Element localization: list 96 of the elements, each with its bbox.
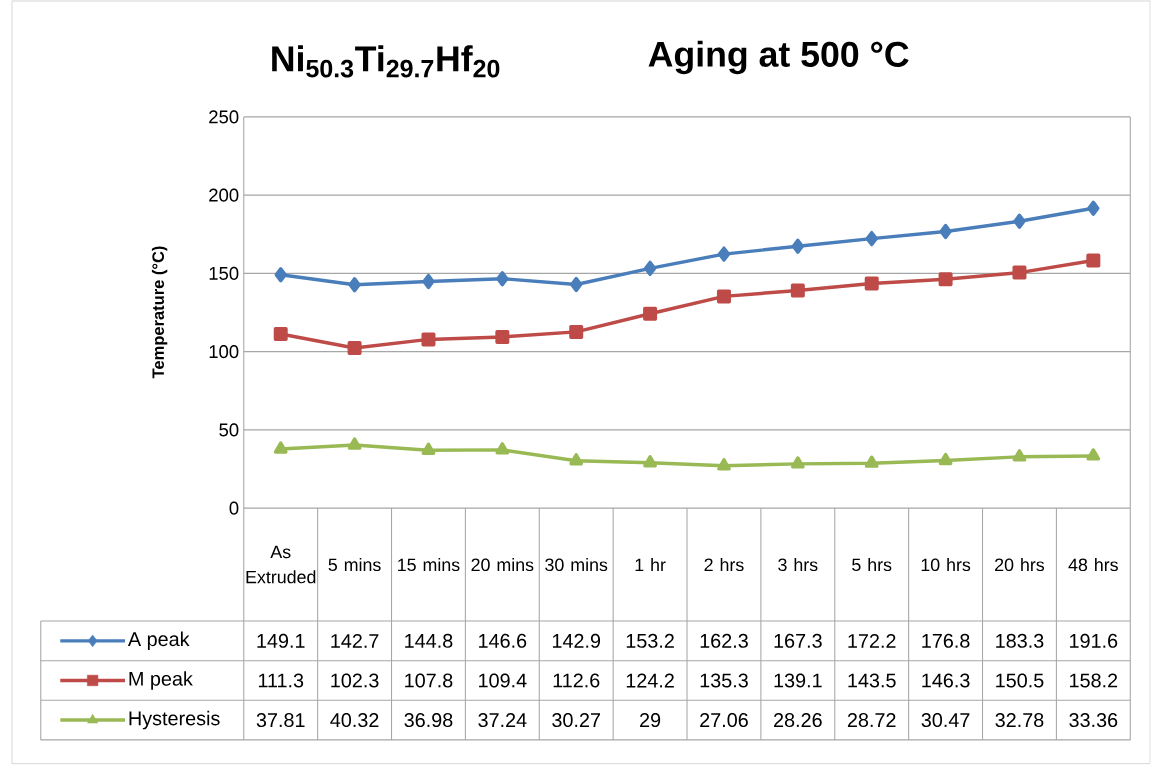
x-tick-label: 3 hrs [778,558,818,572]
x-tick-label: 15 mins [398,558,460,572]
data-label: 146.6 [479,634,527,649]
point [643,260,657,277]
y-axis-title: Temperature (°C) [151,246,168,379]
data-label: 139.1 [774,673,822,688]
point [790,456,805,469]
point [790,283,805,298]
point [791,238,805,255]
data-label: 144.8 [405,634,453,649]
point [865,231,878,247]
data-label: 172.2 [848,634,896,648]
data-label: 143.5 [848,673,896,688]
point [421,332,436,347]
point [347,437,362,450]
point [1086,448,1101,461]
point [421,442,436,456]
point [1087,200,1100,217]
data-label: 167.3 [774,634,822,649]
data-label: 28.26 [774,713,822,728]
point [864,276,879,291]
point [643,455,657,468]
data-label: 183.3 [996,634,1044,649]
y-tick-label: 100 [209,345,239,359]
data-label: 30.47 [921,713,970,728]
x-tick-label: 5 hrs [852,558,892,572]
point [273,327,288,342]
y-tick-label: 150 [209,266,239,281]
data-label: 102.3 [331,673,379,688]
y-tick-label: 250 [209,110,239,124]
point [422,274,435,290]
legend-label: Hysteresis [129,711,220,730]
chart-subtitle: Aging at 500 °C [648,40,909,75]
data-label: 142.7 [331,634,379,648]
y-tick-label: 200 [209,188,239,202]
point [864,455,879,469]
legend-label: M peak [129,671,193,690]
point [495,330,510,345]
data-label: 40.32 [330,713,379,728]
point [938,272,953,287]
data-label: 150.5 [996,673,1044,688]
data-label: 33.36 [1069,713,1118,728]
point [938,452,953,466]
point [347,341,362,356]
x-tick-label: 48 hrs [1068,558,1118,572]
point [717,246,731,262]
data-label: 135.3 [700,673,748,688]
x-tick-label: 5 mins [328,558,381,572]
y-tick-label: 50 [219,423,239,437]
point [273,441,288,454]
legend-label: A peak [127,631,190,651]
x-tick-label: 20 hrs [995,558,1045,572]
point [569,453,584,466]
y-tick-label: 0 [229,501,239,515]
point [570,277,583,293]
data-label: 191.6 [1070,634,1118,649]
data-label: 176.8 [922,634,970,649]
data-label: 149.1 [257,634,305,649]
data-label: 112.6 [553,673,600,688]
chart-title: Ni$_{50.3}$Ti$_{29.7}$Hf$_{20}$ [272,45,500,78]
x-tick-label: 10 hrs [921,558,971,572]
x-tick-label: 1 hr [635,558,666,572]
data-label: 124.2 [626,673,674,688]
point [1012,265,1027,280]
data-label: 28.72 [847,713,896,728]
point [716,289,731,304]
point [1086,253,1101,268]
data-label: 109.4 [479,673,527,688]
data-label: 27.06 [700,713,748,728]
point [348,277,361,293]
point [643,306,658,321]
data-label: 107.8 [405,673,453,688]
data-label: 29 [640,713,661,728]
data-label: 146.3 [922,673,970,688]
point [569,325,584,340]
data-label: 32.78 [995,713,1044,728]
data-label: 162.3 [700,634,748,649]
point [495,442,510,455]
data-label: 37.81 [256,713,305,728]
x-tick-label: As Extruded [246,545,316,584]
data-label: 153.2 [626,634,674,649]
data-label: 142.9 [552,634,601,649]
data-label: 111.3 [258,673,304,688]
point [1013,213,1026,230]
x-tick-label: 2 hrs [704,558,744,572]
data-label: 37.24 [478,713,527,728]
point [496,271,509,287]
x-tick-label: 30 mins [545,558,608,572]
data-label: 158.2 [1070,673,1118,688]
point [1012,449,1027,462]
point [939,223,952,240]
data-label: 36.98 [404,713,453,728]
data-label: 30.27 [552,713,600,728]
x-tick-label: 20 mins [471,558,534,572]
point [717,458,731,471]
point [274,267,287,283]
